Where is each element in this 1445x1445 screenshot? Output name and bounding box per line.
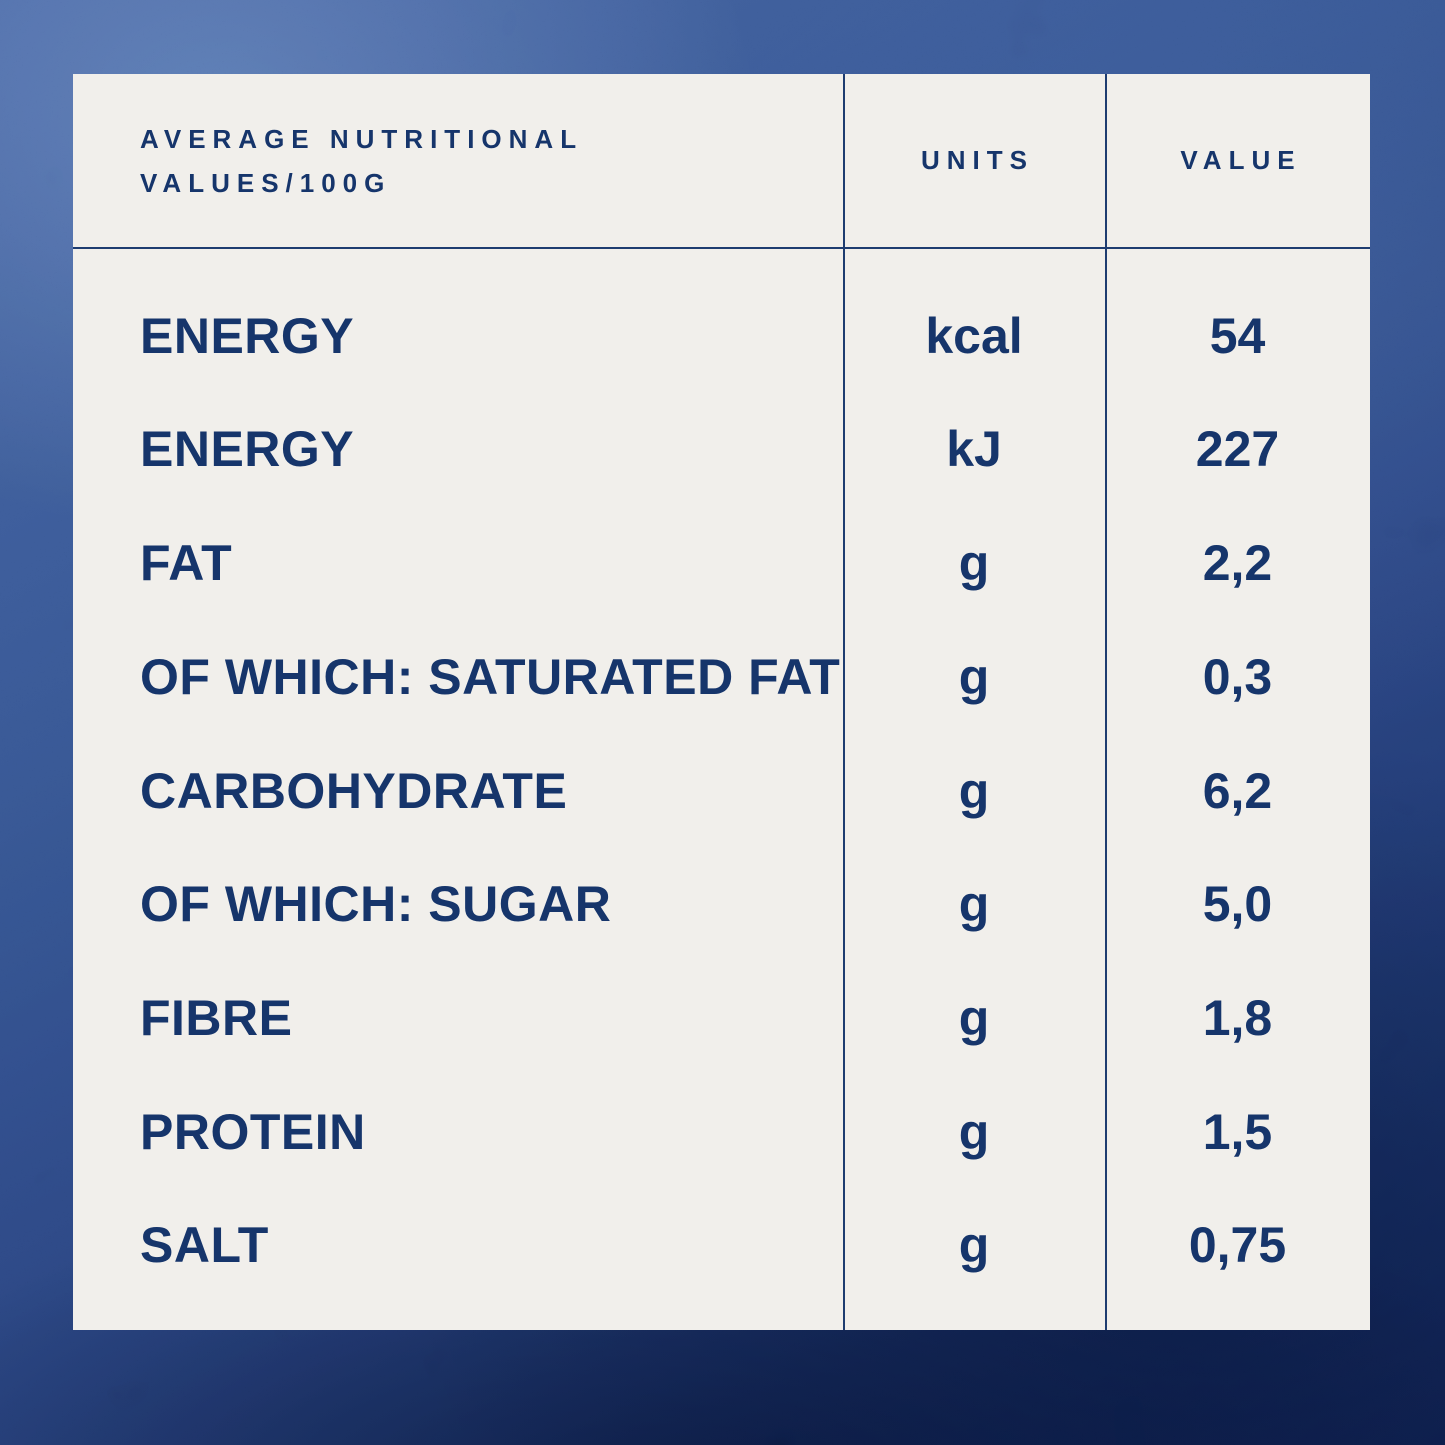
row-unit: g: [958, 1103, 990, 1160]
row-value: 54: [1209, 307, 1266, 364]
row-value: 0,75: [1188, 1217, 1287, 1274]
header-title: AVERAGE NUTRITIONAL VALUES/100G: [73, 74, 843, 247]
header-value: VALUE: [1180, 145, 1302, 175]
row-label: FIBRE: [140, 989, 293, 1046]
row-label: PROTEIN: [140, 1103, 366, 1160]
row-label: SALT: [140, 1217, 269, 1274]
row-unit: kcal: [925, 307, 1023, 364]
row-unit: g: [958, 648, 990, 705]
table-row: CARBOHYDRATE g 6,2: [73, 734, 1370, 848]
row-value: 2,2: [1202, 535, 1273, 592]
row-unit: kJ: [946, 421, 1002, 478]
row-unit: g: [958, 535, 990, 592]
column-divider-value: [1105, 74, 1107, 1330]
row-unit: g: [958, 876, 990, 933]
row-unit: g: [958, 1217, 990, 1274]
table-header: AVERAGE NUTRITIONAL VALUES/100G UNITS VA…: [73, 74, 1370, 247]
header-title-line-2: VALUES/100G: [140, 167, 392, 198]
row-unit: g: [958, 989, 990, 1046]
row-value: 227: [1195, 421, 1280, 478]
table-row: OF WHICH: SUGAR g 5,0: [73, 847, 1370, 961]
row-value: 1,8: [1202, 989, 1273, 1046]
column-divider-units: [843, 74, 845, 1330]
table-row: SALT g 0,75: [73, 1188, 1370, 1302]
table-body: ENERGY kcal 54 ENERGY kJ 227 FAT g 2,2 O…: [73, 249, 1370, 1330]
row-label: OF WHICH: SUGAR: [140, 876, 612, 933]
row-value: 5,0: [1202, 876, 1273, 933]
table-row: PROTEIN g 1,5: [73, 1075, 1370, 1189]
row-label: ENERGY: [140, 421, 355, 478]
table-row: FIBRE g 1,8: [73, 961, 1370, 1075]
table-row: ENERGY kcal 54: [73, 279, 1370, 393]
row-value: 1,5: [1202, 1103, 1273, 1160]
table-row: ENERGY kJ 227: [73, 393, 1370, 507]
row-label: FAT: [140, 535, 233, 592]
row-label: OF WHICH: SATURATED FAT: [140, 648, 841, 705]
header-title-line-1: AVERAGE NUTRITIONAL: [140, 123, 584, 154]
row-value: 6,2: [1202, 762, 1273, 819]
row-value: 0,3: [1202, 648, 1273, 705]
table-row: OF WHICH: SATURATED FAT g 0,3: [73, 620, 1370, 734]
row-label: CARBOHYDRATE: [140, 762, 568, 819]
header-divider: [73, 247, 1370, 249]
nutrition-table: AVERAGE NUTRITIONAL VALUES/100G UNITS VA…: [73, 74, 1370, 1330]
row-unit: g: [958, 762, 990, 819]
row-label: ENERGY: [140, 307, 355, 364]
table-row: FAT g 2,2: [73, 506, 1370, 620]
header-units: UNITS: [921, 145, 1034, 175]
